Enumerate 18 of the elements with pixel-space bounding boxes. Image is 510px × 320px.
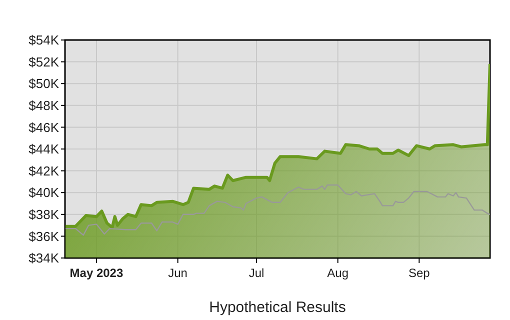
y-tick-label: $42K bbox=[28, 163, 60, 178]
x-tick-label: Jul bbox=[248, 266, 264, 280]
x-axis-title: Hypothetical Results bbox=[209, 299, 346, 316]
x-tick-label: Sep bbox=[408, 266, 430, 280]
line-series bbox=[65, 184, 490, 236]
y-tick-label: $38K bbox=[28, 207, 60, 222]
y-tick-label: $44K bbox=[28, 142, 60, 157]
y-tick-label: $34K bbox=[28, 250, 60, 266]
y-tick-label: $40K bbox=[28, 185, 60, 200]
x-tick-label: Aug bbox=[327, 266, 349, 280]
y-tick-label: $54K bbox=[28, 32, 60, 48]
y-tick-label: $36K bbox=[28, 228, 60, 244]
y-tick-label: $48K bbox=[28, 98, 60, 114]
x-tick-label: Jun bbox=[168, 266, 188, 280]
y-tick-label: $52K bbox=[28, 54, 60, 70]
y-tick-label: $46K bbox=[28, 120, 60, 135]
y-tick-label: $50K bbox=[28, 76, 60, 92]
x-tick-label: May 2023 bbox=[70, 266, 124, 280]
